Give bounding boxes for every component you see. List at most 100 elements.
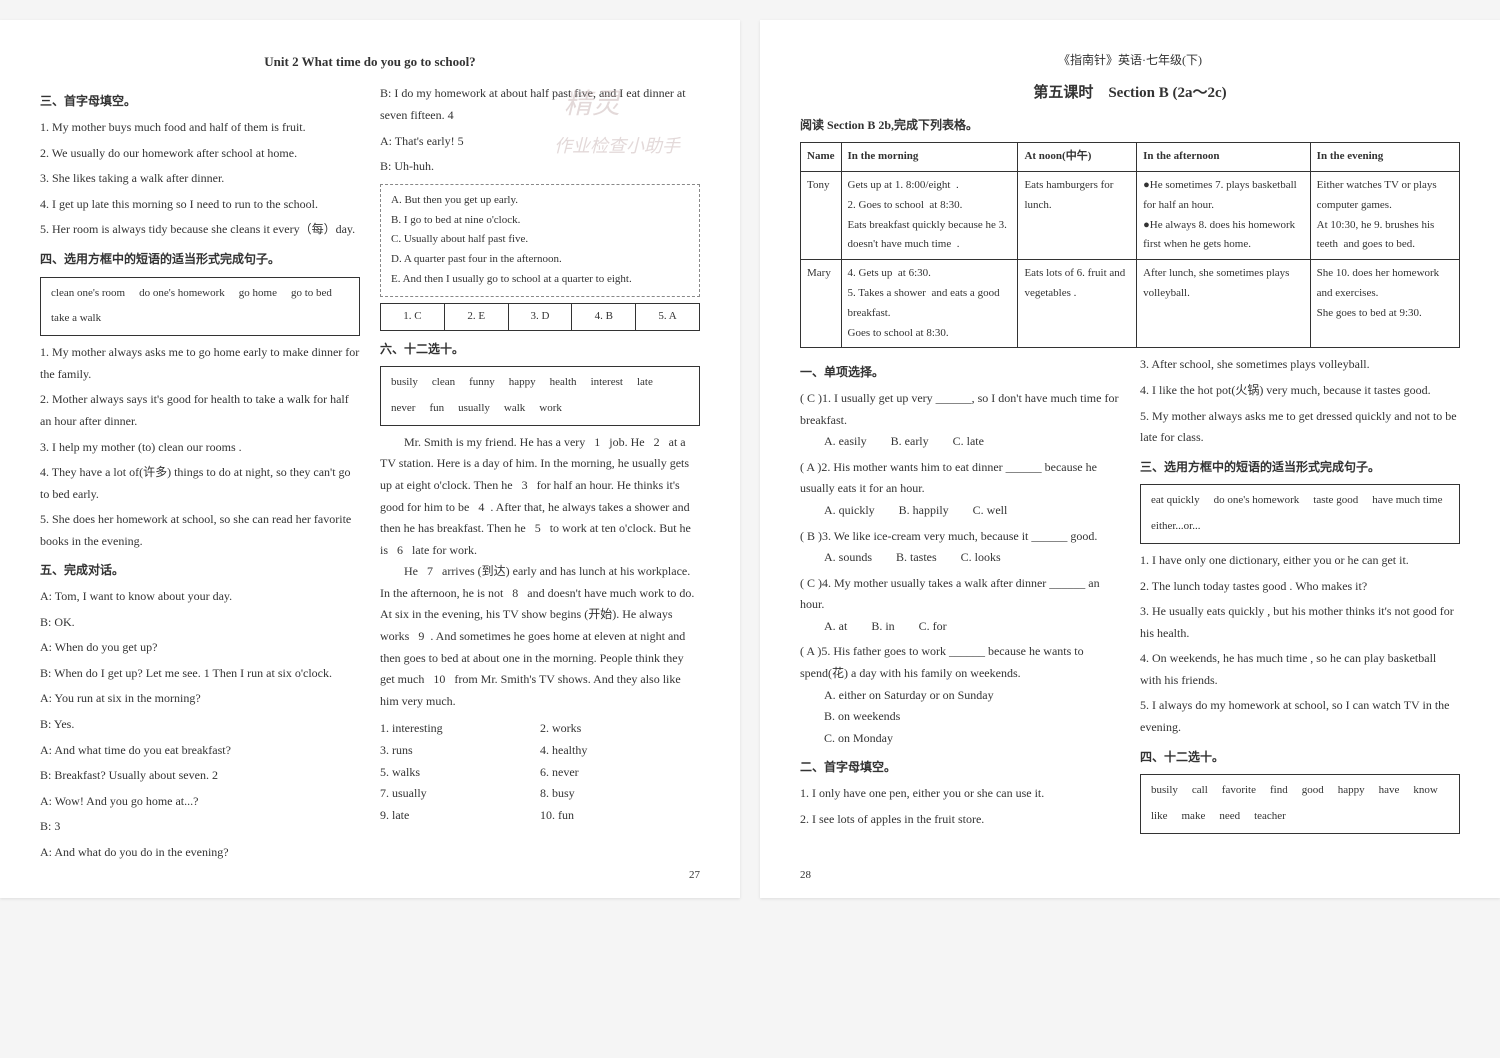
word: taste good [1313,491,1358,511]
dlg-line: B: Uh-huh. [380,156,700,178]
ans: 2. works [540,718,700,740]
word: eat quickly [1151,491,1200,511]
reading-head: 阅读 Section B 2b,完成下列表格。 [800,115,1460,137]
cell-name: Tony [801,171,842,259]
section-4r-head: 四、十二选十。 [1140,747,1460,769]
word: happy [509,373,536,393]
dlg-line: B: I do my homework at about half past f… [380,83,700,126]
word: go to bed [291,284,332,304]
mc-item: ( A )2. His mother wants him to eat dinn… [800,457,1120,522]
word: busily [1151,781,1178,801]
word: have [1379,781,1400,801]
cell: After lunch, she sometimes plays volleyb… [1137,260,1311,348]
s3r-item: 5. I always do my homework at school, so… [1140,695,1460,738]
word: work [539,399,562,419]
word: happy [1338,781,1365,801]
s3r-item: 1. I have only one dictionary, either yo… [1140,550,1460,572]
ans: 4. healthy [540,740,700,762]
word: need [1219,807,1240,827]
ans: 6. never [540,762,700,784]
left-columns: 三、首字母填空。 1. My mother buys much food and… [40,83,700,867]
dialogue-options: A. But then you get up early. B. I go to… [380,184,700,297]
section-1-head: 一、单项选择。 [800,362,1120,384]
cell: Gets up at 1. 8:00/eight . 2. Goes to sc… [841,171,1018,259]
word: late [637,373,653,393]
ans: 5. A [636,304,699,330]
dlg-line: B: OK. [40,612,360,634]
mc-item: ( A )5. His father goes to work ______ b… [800,641,1120,749]
right-columns: 一、单项选择。 ( C )1. I usually get up very __… [800,354,1460,840]
word: find [1270,781,1288,801]
section-3-head: 三、首字母填空。 [40,91,360,113]
word: go home [239,284,277,304]
ans: 8. busy [540,783,700,805]
cell: 4. Gets up at 6:30. 5. Takes a shower an… [841,260,1018,348]
ans: 10. fun [540,805,700,827]
lesson-title: 第五课时 Section B (2a～2c) [800,80,1460,107]
word: never [391,399,415,419]
word: busily [391,373,418,393]
table-row: Tony Gets up at 1. 8:00/eight . 2. Goes … [801,171,1460,259]
s2-item: 3. After school, she sometimes plays vol… [1140,354,1460,376]
table-row: Mary 4. Gets up at 6:30. 5. Takes a show… [801,260,1460,348]
section-6-head: 六、十二选十。 [380,339,700,361]
word: know [1413,781,1437,801]
section-6-wordbox: busily clean funny happy health interest… [380,366,700,426]
s3-item: 5. Her room is always tidy because she c… [40,219,360,241]
s3r-item: 4. On weekends, he has much time , so he… [1140,648,1460,691]
section-3r-head: 三、选用方框中的短语的适当形式完成句子。 [1140,457,1460,479]
s3-item: 1. My mother buys much food and half of … [40,117,360,139]
dialogue-answers: 1. C 2. E 3. D 4. B 5. A [380,303,700,331]
s4-item: 5. She does her homework at school, so s… [40,509,360,552]
word: take a walk [51,309,101,329]
cloze-passage: Mr. Smith is my friend. He has a very 1 … [380,432,700,713]
section-3r-wordbox: eat quickly do one's homework taste good… [1140,484,1460,544]
s2-item: 5. My mother always asks me to get dress… [1140,406,1460,449]
dlg-line: A: And what do you do in the evening? [40,842,360,864]
dlg-line: B: Yes. [40,714,360,736]
word: fun [429,399,444,419]
s3r-item: 2. The lunch today tastes good . Who mak… [1140,576,1460,598]
opt: A. But then you get up early. [391,191,689,211]
s2-item: 2. I see lots of apples in the fruit sto… [800,809,1120,831]
dlg-line: A: Wow! And you go home at...? [40,791,360,813]
word: teacher [1254,807,1286,827]
left-col-1: 三、首字母填空。 1. My mother buys much food and… [40,83,360,867]
ans: 3. D [509,304,573,330]
dlg-line: B: Breakfast? Usually about seven. 2 [40,765,360,787]
opt: C. Usually about half past five. [391,230,689,250]
cell: She 10. does her homework and exercises.… [1310,260,1459,348]
s3r-item: 3. He usually eats quickly , but his mot… [1140,601,1460,644]
s3-item: 2. We usually do our homework after scho… [40,143,360,165]
word: usually [458,399,490,419]
word: favorite [1222,781,1256,801]
th: In the morning [841,143,1018,172]
word: clean one's room [51,284,125,304]
left-page: 精灵 作业检查小助手 Unit 2 What time do you go to… [0,20,740,898]
mc-item: ( B )3. We like ice-cream very much, bec… [800,526,1120,569]
dlg-line: B: 3 [40,816,360,838]
word: either...or... [1151,517,1201,537]
word: walk [504,399,525,419]
word: like [1151,807,1168,827]
section-4-head: 四、选用方框中的短语的适当形式完成句子。 [40,249,360,271]
word: do one's homework [139,284,225,304]
section-4r-wordbox: busily call favorite find good happy hav… [1140,774,1460,834]
word: interest [591,373,623,393]
th: At noon(中午) [1018,143,1137,172]
unit-title: Unit 2 What time do you go to school? [40,50,700,73]
page-spread: 精灵 作业检查小助手 Unit 2 What time do you go to… [0,20,1500,898]
dlg-line: A: Tom, I want to know about your day. [40,586,360,608]
dlg-line: A: When do you get up? [40,637,360,659]
s4-item: 1. My mother always asks me to go home e… [40,342,360,385]
s2-item: 4. I like the hot pot(火锅) very much, bec… [1140,380,1460,402]
s3-item: 3. She likes taking a walk after dinner. [40,168,360,190]
mc-item: ( C )1. I usually get up very ______, so… [800,388,1120,453]
ans: 5. walks [380,762,540,784]
s4-item: 4. They have a lot of(许多) things to do a… [40,462,360,505]
s2-item: 1. I only have one pen, either you or sh… [800,783,1120,805]
cloze-answers: 1. interesting2. works 3. runs4. healthy… [380,718,700,826]
word: do one's homework [1214,491,1300,511]
cell: Eats lots of 6. fruit and vegetables . [1018,260,1137,348]
page-number: 28 [800,866,811,886]
